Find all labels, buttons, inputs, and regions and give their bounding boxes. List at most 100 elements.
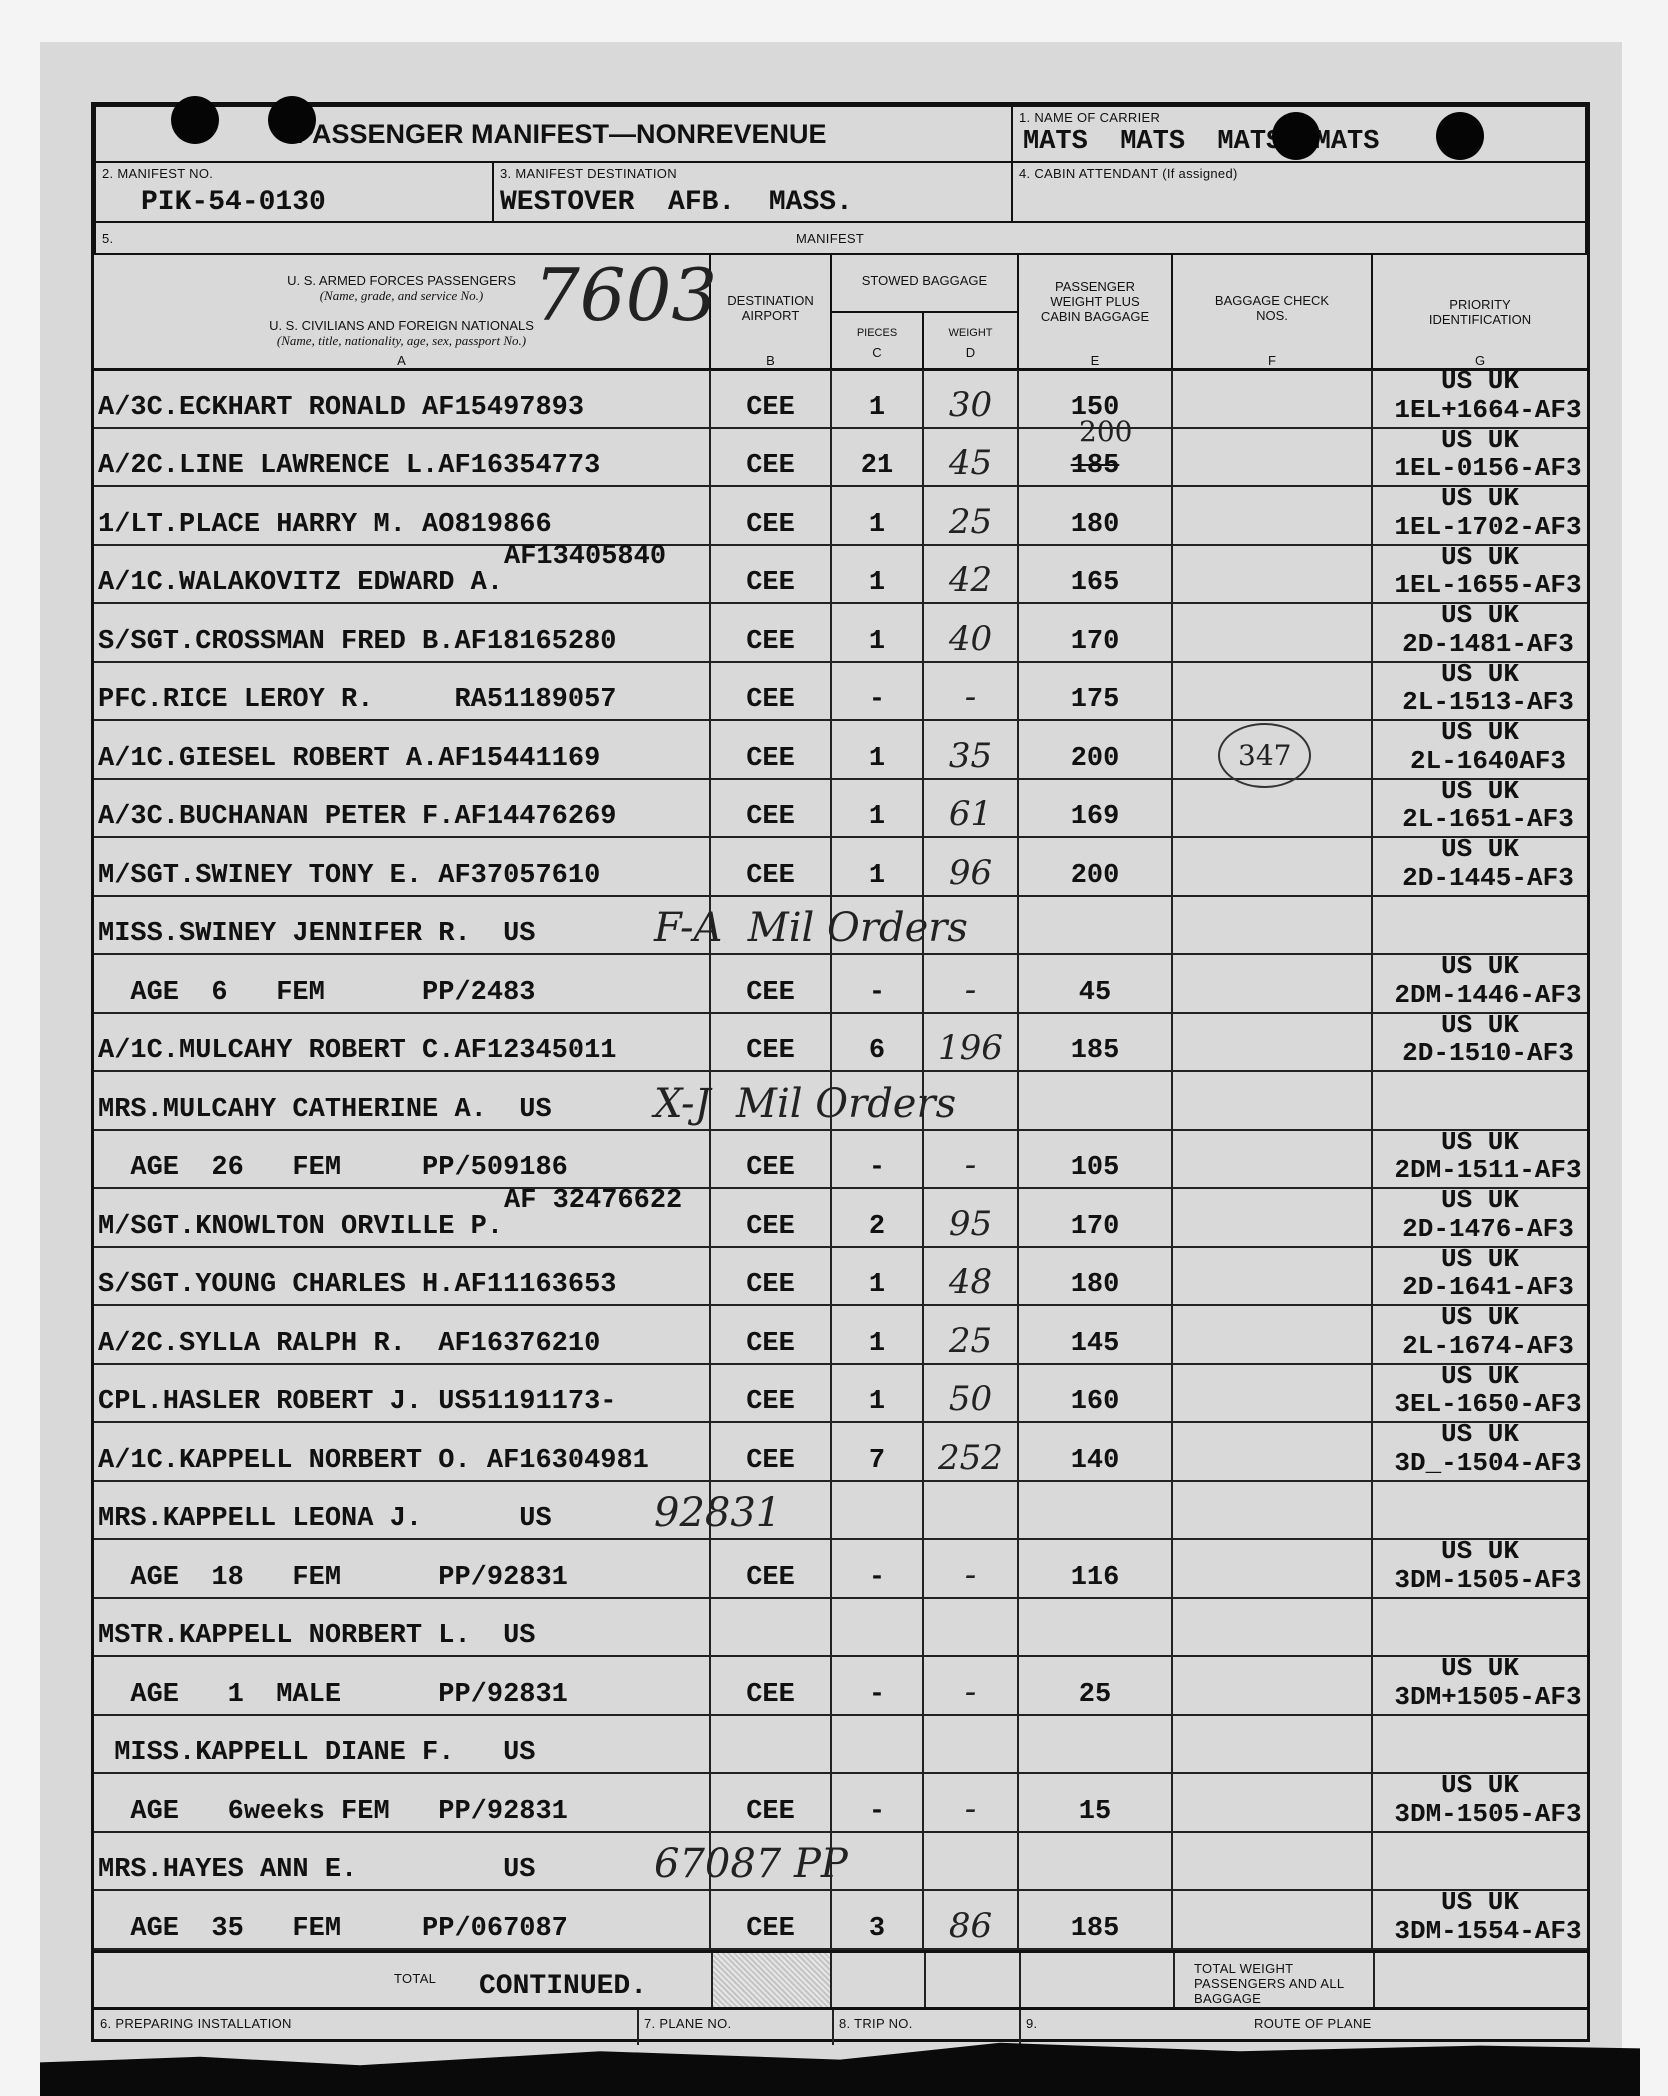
cell-pwt: 185 xyxy=(1019,1013,1173,1070)
baggage-weight: - xyxy=(964,1788,977,1829)
divider xyxy=(1019,2010,1021,2045)
cell-pieces: - xyxy=(832,1657,924,1714)
cell-check xyxy=(1173,662,1373,719)
punch-hole xyxy=(268,96,316,144)
cell-weight xyxy=(924,1832,1019,1889)
cell-pieces: 2 xyxy=(832,1189,924,1246)
passenger-name: M/SGT.SWINEY TONY E. AF37057610 xyxy=(98,860,601,891)
cell-check xyxy=(1173,896,1373,953)
cell-check xyxy=(1173,1247,1373,1304)
cell-name: A/3C.ECKHART RONALD AF15497893 xyxy=(94,370,711,427)
table-row: AGE 6weeks FEM PP/92831 CEE - - 15 US UK 3DM-1… xyxy=(94,1770,1587,1833)
cell-pieces-value: 3 xyxy=(868,1913,886,1944)
header-divider xyxy=(94,368,1587,371)
cell-pieces: 1 xyxy=(832,838,924,895)
table-row: AGE 26 FEM PP/509186 CEE - - 105 US UK 2DM-151… xyxy=(94,1127,1587,1189)
cell-name: MRS.KAPPELL LEONA J. US 92831 xyxy=(94,1481,781,1538)
cell-pwt: 150 xyxy=(1019,370,1173,427)
col-f-label: BAGGAGE CHECK NOS. xyxy=(1214,293,1330,323)
cell-dest: CEE xyxy=(711,370,832,427)
cell-prio xyxy=(1373,1072,1587,1129)
row5-label: 5. xyxy=(102,231,114,246)
cell-check xyxy=(1173,1013,1373,1070)
cell-pwt-value: 175 xyxy=(1070,685,1120,715)
priority-code: 3DM+1505-AF3 xyxy=(1394,1681,1582,1712)
cell-pwt-value: 169 xyxy=(1070,802,1120,832)
cell-name: AGE 1 MALE PP/92831 xyxy=(94,1657,711,1714)
cell-name: S/SGT.YOUNG CHARLES H.AF11163653 xyxy=(94,1247,711,1304)
handwritten-note: F-A Mil Orders xyxy=(654,905,968,951)
cell-pieces-value: 1 xyxy=(868,509,886,540)
form-title: PASSENGER MANIFEST—NONREVENUE xyxy=(296,119,827,149)
preparing-installation-label: 6. PREPARING INSTALLATION xyxy=(100,2016,292,2031)
corrected-weight: 200 xyxy=(1079,414,1133,448)
priority-country: US UK xyxy=(1440,1536,1519,1566)
handwritten-note: 92831 xyxy=(654,1490,782,1536)
cell-pieces-value: 1 xyxy=(868,1387,886,1417)
divider xyxy=(1173,1953,1175,2007)
priority-country: US UK xyxy=(1440,1419,1519,1449)
cabin-attendant-cell: 4. CABIN ATTENDANT (If assigned) xyxy=(1011,161,1587,223)
priority-code: 3EL-1650-AF3 xyxy=(1394,1389,1582,1419)
divider xyxy=(1373,1953,1375,2007)
cell-pwt-value: 105 xyxy=(1070,1153,1120,1183)
table-row: AGE 18 FEM PP/92831 CEE - - 116 US UK 3DM-1505… xyxy=(94,1536,1587,1599)
priority-country: US UK xyxy=(1440,1653,1519,1683)
carrier-value: MATS MATS MATS MATS xyxy=(1023,127,1380,157)
cell-pieces-value: 6 xyxy=(868,1036,886,1066)
manifest-no-cell: 2. MANIFEST NO. PIK-54-0130 xyxy=(94,161,494,223)
cell-prio: US UK 2D-1445-AF3 xyxy=(1373,834,1587,895)
cell-prio: US UK 3D_-1504-AF3 xyxy=(1373,1419,1587,1480)
cell-pwt-value: 185 xyxy=(1070,1036,1120,1066)
passenger-name: AGE 6weeks FEM PP/92831 xyxy=(98,1796,568,1827)
divider xyxy=(1019,1953,1021,2007)
table-row: S/SGT.YOUNG CHARLES H.AF11163653 CEE 1 48 18… xyxy=(94,1244,1587,1306)
cell-name: 1/LT.PLACE HARRY M. AO819866 xyxy=(94,487,711,544)
cell-dest: CEE xyxy=(711,1364,832,1421)
priority-code: 2D-1481-AF3 xyxy=(1402,628,1574,659)
cell-dest: CEE xyxy=(711,604,832,661)
footer-row: 6. PREPARING INSTALLATION 7. PLANE NO. 8… xyxy=(94,2010,1587,2045)
destination-cell: 3. MANIFEST DESTINATION WESTOVER AFB. MA… xyxy=(492,161,1013,223)
baggage-weight: - xyxy=(964,1554,977,1595)
cell-check xyxy=(1173,838,1373,895)
cell-check xyxy=(1173,779,1373,836)
cell-check xyxy=(1173,1891,1373,1948)
cell-pieces: - xyxy=(832,1130,924,1187)
cell-weight xyxy=(924,896,1019,953)
cell-pieces-value: 1 xyxy=(868,626,886,657)
cell-dest: CEE xyxy=(711,955,832,1012)
cell-pwt-value: 25 xyxy=(1078,1679,1112,1710)
cell-check xyxy=(1173,1189,1373,1246)
cell-pwt: 165 xyxy=(1019,545,1173,602)
destination-value: WESTOVER AFB. MASS. xyxy=(500,187,853,218)
cell-dest-value: CEE xyxy=(746,1328,795,1359)
priority-country: US UK xyxy=(1440,834,1519,864)
cell-pieces-value: - xyxy=(868,685,886,715)
cell-pwt-value: 160 xyxy=(1070,1387,1120,1417)
priority-code: 3DM-1554-AF3 xyxy=(1394,1915,1582,1946)
table-row: AGE 6 FEM PP/2483 CEE - - 45 US UK 2DM-1446-AF… xyxy=(94,951,1587,1014)
cell-prio xyxy=(1373,1833,1587,1890)
col-a-line4: (Name, title, nationality, age, sex, pas… xyxy=(276,333,527,348)
cell-dest: CEE xyxy=(711,721,832,778)
cell-pieces: 1 xyxy=(832,1306,924,1363)
cell-pwt-value: 170 xyxy=(1070,1211,1120,1242)
cell-dest-value: CEE xyxy=(746,626,795,657)
cell-weight: 45 xyxy=(924,428,1019,485)
baggage-weight: 25 xyxy=(948,501,993,542)
cell-check xyxy=(1173,545,1373,602)
cell-weight: 25 xyxy=(924,487,1019,544)
cell-name: A/2C.LINE LAWRENCE L.AF16354773 xyxy=(94,428,711,485)
cell-pwt-value: 140 xyxy=(1070,1445,1120,1476)
cell-pwt-value: 180 xyxy=(1070,1270,1120,1300)
cell-prio: US UK 3EL-1650-AF3 xyxy=(1373,1361,1587,1422)
cell-weight: 61 xyxy=(924,779,1019,836)
cell-name: A/1C.GIESEL ROBERT A.AF15441169 xyxy=(94,721,711,778)
cell-pieces-value: - xyxy=(868,1153,886,1183)
column-a-header: U. S. ARMED FORCES PASSENGERS (Name, gra… xyxy=(94,253,717,370)
cell-dest xyxy=(711,1481,832,1538)
table-row: MRS.HAYES ANN E. US 67087 PP xyxy=(94,1832,1587,1891)
cell-pwt: 169 xyxy=(1019,779,1173,836)
passenger-name: CPL.HASLER ROBERT J. US51191173- xyxy=(98,1387,617,1417)
